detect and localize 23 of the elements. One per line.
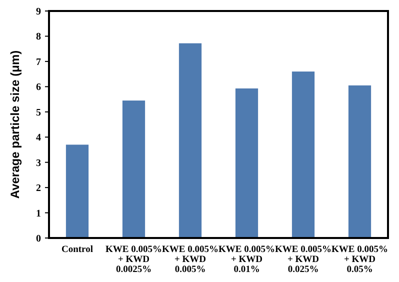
y-tick-label: 1 bbox=[36, 208, 41, 220]
y-tick-label: 0 bbox=[36, 234, 41, 244]
bar bbox=[235, 88, 258, 238]
y-tick-label: 8 bbox=[36, 32, 41, 43]
bar bbox=[178, 43, 202, 238]
y-tick-label: 4 bbox=[36, 132, 41, 144]
x-tick-label: KWE 0.005% + KWD 0.005% bbox=[162, 245, 218, 275]
y-tick-label: 9 bbox=[36, 6, 41, 18]
y-tick-label: 5 bbox=[36, 107, 41, 118]
bar bbox=[348, 85, 372, 238]
bar bbox=[122, 100, 146, 238]
y-tick-label: 6 bbox=[36, 82, 41, 94]
y-tick-label: 2 bbox=[36, 183, 41, 194]
x-tick-label: KWE 0.005% + KWD 0.025% bbox=[275, 245, 332, 275]
x-tick-label: KWE 0.005% + KWD 0.0025% bbox=[106, 245, 162, 275]
x-tick-label: KWE 0.005% + KWD 0.05% bbox=[332, 245, 388, 275]
bar bbox=[292, 72, 315, 238]
x-tick-label: Control bbox=[62, 245, 94, 255]
y-tick-label: 3 bbox=[36, 158, 41, 169]
bar bbox=[66, 144, 89, 238]
y-axis-title: Average particle size (μm) bbox=[8, 50, 22, 199]
y-tick-label: 7 bbox=[36, 56, 41, 68]
x-tick-label: KWE 0.005% + KWD 0.01% bbox=[218, 245, 275, 275]
